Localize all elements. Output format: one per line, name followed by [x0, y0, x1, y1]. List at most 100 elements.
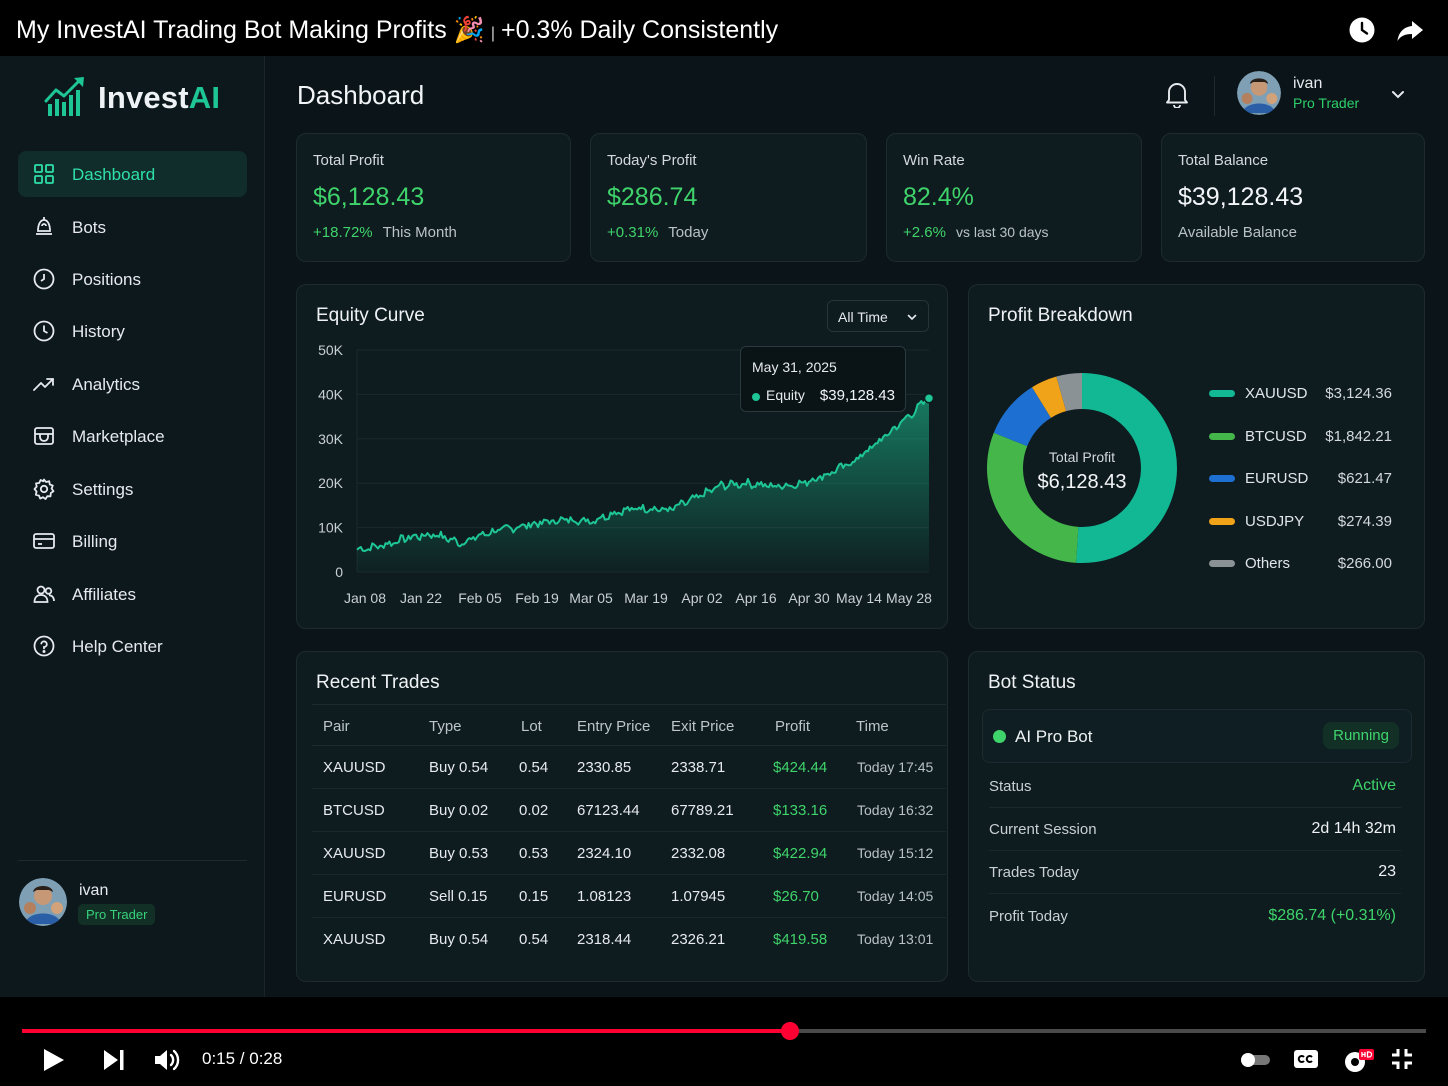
equity-last-point[interactable] — [923, 393, 935, 404]
column-header-type[interactable]: Type — [429, 718, 462, 735]
bot-row[interactable]: AI Pro Bot Running — [982, 709, 1412, 763]
settings-gear-icon[interactable] — [1342, 1047, 1374, 1075]
header-divider — [1214, 76, 1215, 116]
table-cell: 2338.71 — [671, 759, 726, 776]
video-player-controls: 0:15 / 0:28 — [0, 997, 1448, 1086]
sidebar-item-bots[interactable]: Bots — [18, 204, 247, 250]
donut-slice-btcusd[interactable] — [986, 432, 1079, 563]
bot-session-row: Current Session 2d 14h 32m — [989, 808, 1401, 851]
page-title: Dashboard — [297, 80, 425, 110]
sidebar-item-history[interactable]: History — [18, 308, 247, 354]
grid-icon — [34, 164, 54, 184]
sidebar-item-marketplace[interactable]: Marketplace — [18, 413, 247, 459]
bot-status-title: Bot Status — [988, 672, 1076, 693]
stat-sub: +0.31% Today — [607, 224, 708, 241]
volume-icon[interactable] — [153, 1047, 181, 1073]
bell-icon[interactable] — [1164, 80, 1190, 108]
column-header-profit[interactable]: Profit — [775, 718, 811, 735]
stat-sub: +18.72% This Month — [313, 224, 457, 241]
autoplay-toggle-icon[interactable] — [1240, 1050, 1272, 1070]
sidebar-item-positions[interactable]: Positions — [18, 256, 247, 302]
header-user-name[interactable]: ivan — [1293, 75, 1323, 92]
stat-label: Win Rate — [903, 152, 965, 169]
share-icon[interactable] — [1396, 16, 1424, 44]
brand-name-invest: Invest — [98, 80, 189, 115]
table-cell: 67123.44 — [577, 802, 640, 819]
equity-area — [357, 398, 929, 572]
legend-value: $266.00 — [1337, 555, 1392, 572]
column-header-exit-price[interactable]: Exit Price — [671, 718, 735, 735]
column-header-lot[interactable]: Lot — [521, 718, 542, 735]
sidebar-item-dashboard[interactable]: Dashboard — [18, 151, 247, 197]
time-display: 0:15 / 0:28 — [202, 1049, 283, 1068]
stat-card-total-profit: Total Profit $6,128.43 +18.72% This Month — [296, 133, 571, 262]
bot-status-label: Current Session — [989, 821, 1097, 838]
column-header-entry-price[interactable]: Entry Price — [577, 718, 651, 735]
history-icon — [33, 320, 55, 342]
sidebar-item-help-center[interactable]: Help Center — [18, 623, 247, 669]
sidebar-item-analytics[interactable]: Analytics — [18, 361, 247, 407]
brand-logo[interactable]: InvestAI — [44, 74, 244, 124]
stat-change: +0.31% — [607, 224, 659, 241]
stat-sub: Available Balance — [1178, 224, 1297, 241]
table-row[interactable]: BTCUSD Buy 0.02 0.02 67123.44 67789.21 $133.1… — [312, 789, 946, 832]
table-row[interactable]: XAUUSD Buy 0.54 0.54 2330.85 2338.71 $424.44 T… — [312, 746, 946, 789]
gear-icon — [33, 478, 55, 500]
tooltip-value: $39,128.43 — [819, 387, 895, 404]
table-cell: Today 17:45 — [857, 759, 934, 775]
donut-center-value: $6,128.43 — [1037, 471, 1127, 493]
column-header-time[interactable]: Time — [856, 718, 889, 735]
legend-item[interactable]: EURUSD $621.47 — [1209, 470, 1399, 490]
legend-item[interactable]: BTCUSD $1,842.21 — [1209, 428, 1399, 448]
table-cell: Buy 0.53 — [429, 845, 489, 862]
sidebar-item-affiliates[interactable]: Affiliates — [18, 571, 247, 617]
bot-status-value: 2d 14h 32m — [1311, 820, 1396, 837]
watch-later-icon[interactable] — [1348, 16, 1376, 44]
sidebar-item-settings[interactable]: Settings — [18, 466, 247, 512]
table-cell: $133.16 — [773, 802, 828, 819]
captions-icon[interactable] — [1292, 1047, 1320, 1071]
chevron-down-icon[interactable] — [1388, 84, 1408, 104]
table-cell: 2326.21 — [671, 931, 726, 948]
column-header-pair[interactable]: Pair — [323, 718, 350, 735]
clock-circle-icon — [33, 268, 55, 290]
play-icon[interactable] — [40, 1047, 66, 1073]
donut-slice-others[interactable] — [1056, 373, 1082, 412]
legend-item[interactable]: Others $266.00 — [1209, 555, 1399, 575]
table-cell: Today 16:32 — [857, 802, 934, 818]
legend-name: Others — [1245, 555, 1291, 572]
x-tick-label: Feb 05 — [458, 590, 502, 606]
donut-slice-eurusd[interactable] — [993, 387, 1051, 447]
sidebar-item-label: Help Center — [72, 637, 163, 656]
table-row[interactable]: EURUSD Sell 0.15 0.15 1.08123 1.07945 $26.70 T… — [312, 875, 946, 918]
legend-value: $621.47 — [1337, 470, 1392, 487]
profit-breakdown-title: Profit Breakdown — [988, 305, 1133, 326]
header-user-role: Pro Trader — [1293, 95, 1360, 111]
avatar[interactable] — [19, 878, 67, 926]
sidebar-item-billing[interactable]: Billing — [18, 518, 247, 564]
table-cell: 0.02 — [519, 802, 549, 819]
x-tick-label: Jan 08 — [344, 590, 386, 606]
legend-item[interactable]: XAUUSD $3,124.36 — [1209, 385, 1399, 405]
table-row[interactable]: XAUUSD Buy 0.53 0.53 2324.10 2332.08 $422.94 T… — [312, 832, 946, 875]
legend-name: USDJPY — [1245, 512, 1305, 530]
bot-status-value: Active — [1352, 777, 1396, 794]
range-select[interactable]: All Time — [827, 300, 929, 332]
donut-slice-usdjpy[interactable] — [1032, 376, 1067, 418]
bot-running-badge: Running — [1323, 722, 1399, 749]
donut-slice-xauusd[interactable] — [1076, 373, 1177, 563]
table-cell: 67789.21 — [671, 802, 734, 819]
table-row[interactable]: XAUUSD Buy 0.54 0.54 2318.44 2326.21 $419.58 T… — [312, 918, 946, 961]
x-tick-label: Jan 22 — [400, 590, 442, 606]
progress-knob[interactable] — [780, 1022, 799, 1040]
x-tick-label: May 28 — [886, 590, 932, 606]
brand-name-ai: AI — [188, 80, 221, 115]
header-avatar[interactable] — [1237, 71, 1281, 115]
exit-fullscreen-icon[interactable] — [1390, 1047, 1414, 1071]
table-cell: BTCUSD — [323, 802, 385, 819]
legend-item[interactable]: USDJPY $274.39 — [1209, 513, 1399, 533]
progress-bar[interactable] — [22, 1022, 1426, 1040]
stat-label: Today's Profit — [607, 152, 697, 169]
stat-note: This Month — [382, 224, 457, 241]
next-icon[interactable] — [101, 1047, 127, 1073]
